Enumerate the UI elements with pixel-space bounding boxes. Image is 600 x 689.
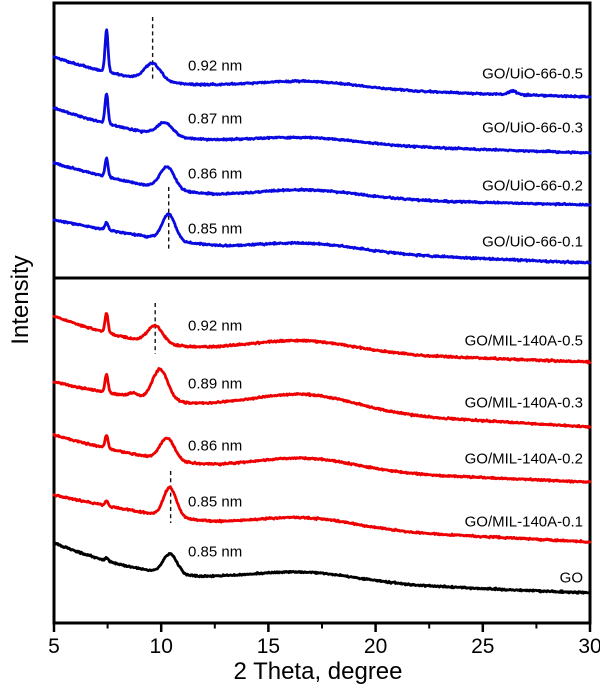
x-tick-label: 30 [578, 635, 600, 658]
series-label: GO/MIL-140A-0.5 [465, 333, 583, 350]
series-label: GO/MIL-140A-0.3 [465, 395, 583, 412]
xrd-curve [52, 212, 592, 265]
d-spacing-label: 0.86 nm [188, 166, 242, 183]
xrd-curve [52, 485, 592, 544]
x-tick-label: 10 [150, 635, 173, 658]
xrd-curve [52, 92, 592, 155]
x-tick-label: 5 [48, 635, 60, 658]
d-spacing-label: 0.85 nm [188, 494, 242, 511]
d-spacing-label: 0.92 nm [188, 318, 242, 335]
series-label: GO/UiO-66-0.3 [482, 120, 583, 137]
series-label: GO/MIL-140A-0.2 [465, 451, 583, 468]
x-tick-label: 20 [364, 635, 387, 658]
series-label: GO [560, 570, 583, 587]
x-tick-label: 25 [471, 635, 494, 658]
y-axis-title: Intensity [7, 255, 34, 345]
d-spacing-label: 0.92 nm [188, 58, 242, 75]
xrd-curve [52, 312, 592, 365]
d-spacing-label: 0.86 nm [188, 438, 242, 455]
xrd-curve [52, 367, 592, 429]
d-spacing-label: 0.87 nm [188, 111, 242, 128]
xrd-curve [52, 433, 592, 484]
series-label: GO/UiO-66-0.1 [482, 234, 583, 251]
x-axis-title: 2 Theta, degree [233, 658, 403, 685]
xrd-curve [52, 540, 592, 595]
x-tick-label: 15 [257, 635, 280, 658]
d-spacing-label: 0.85 nm [188, 544, 242, 561]
series-label: GO/UiO-66-0.5 [482, 66, 583, 83]
d-spacing-label: 0.85 nm [188, 221, 242, 238]
series-label: GO/UiO-66-0.2 [482, 178, 583, 195]
xrd-curve [52, 28, 592, 99]
d-spacing-label: 0.89 nm [188, 376, 242, 393]
xrd-curve [52, 156, 592, 207]
series-label: GO/MIL-140A-0.1 [465, 514, 583, 531]
